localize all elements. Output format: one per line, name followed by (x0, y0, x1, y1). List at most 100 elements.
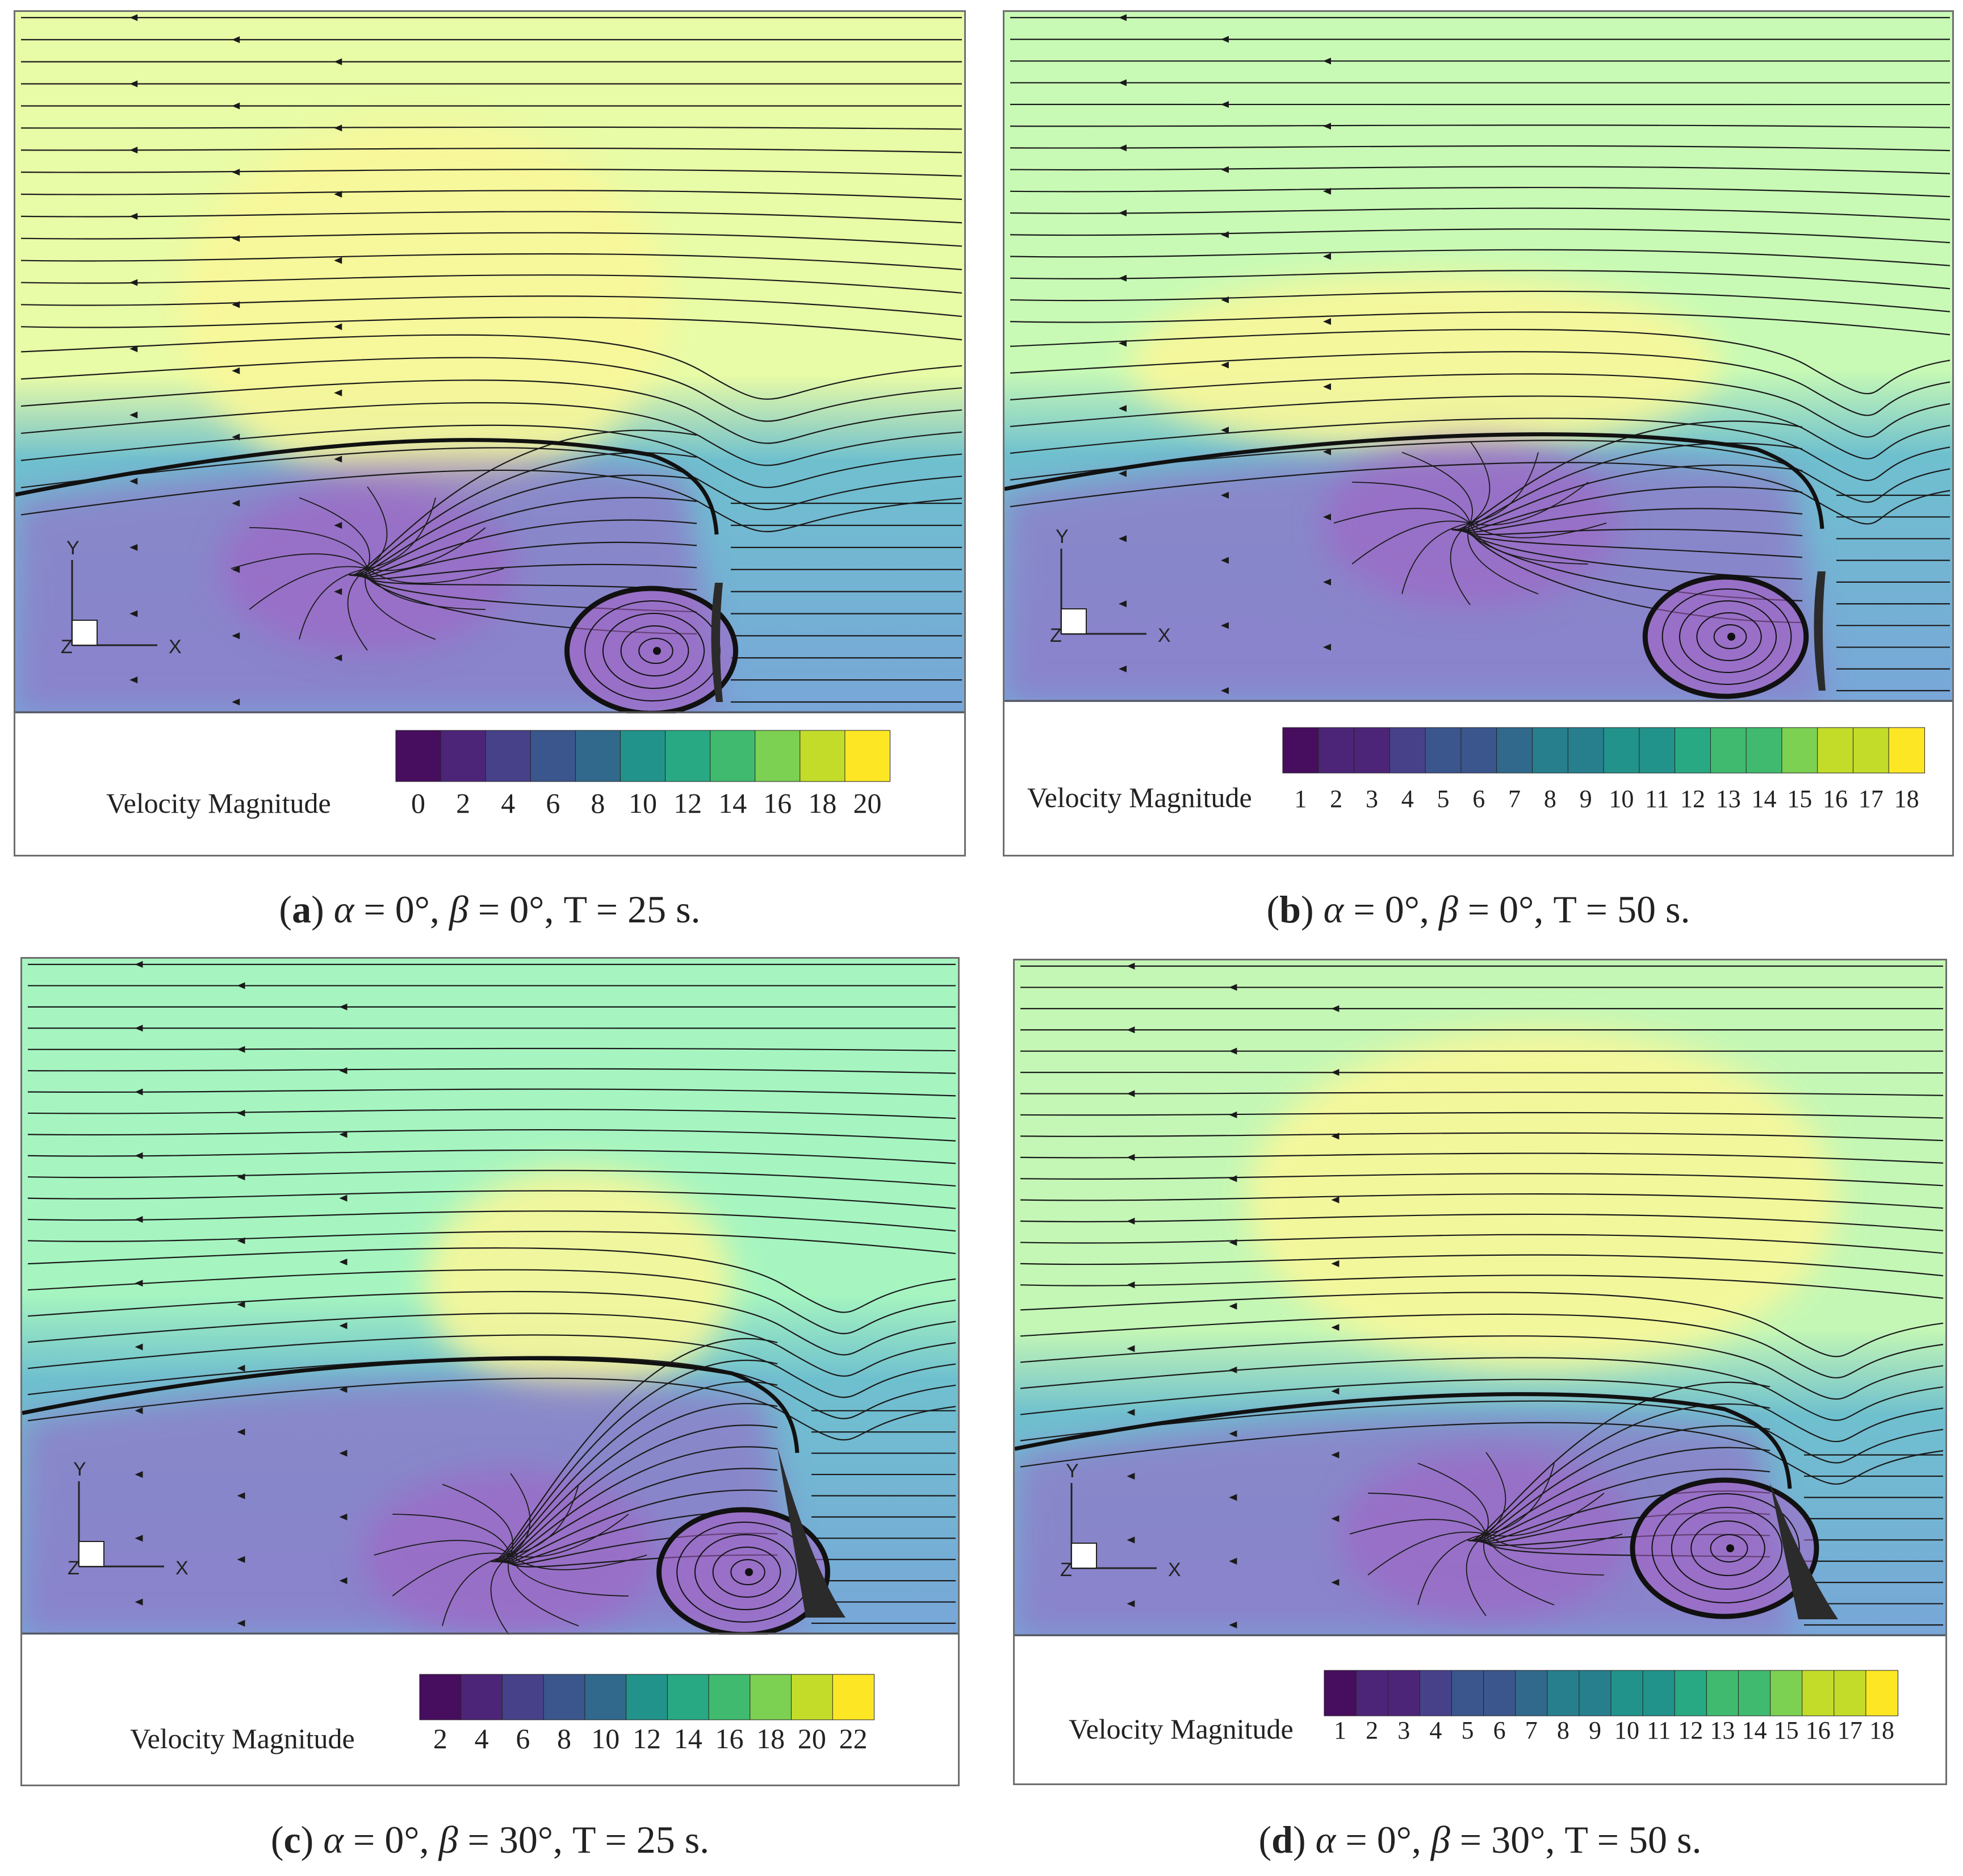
swirl-streamline (1333, 508, 1471, 524)
swirl-streamline (1470, 452, 1539, 524)
streamline (501, 1468, 778, 1563)
colorbar-band (1460, 727, 1497, 774)
colorbar-tick-label: 8 (1544, 785, 1556, 813)
swirl-streamline (1401, 523, 1471, 594)
streamline (1010, 328, 1951, 395)
panel-c: X Y Z Velocity Magnitude 2 4 6 8 10 12 14 16 18 20 22 (20, 957, 960, 1786)
streamline (1020, 1422, 1944, 1485)
flow-arrow (232, 699, 240, 705)
colorbar-band (575, 730, 621, 782)
flow-arrow (135, 1280, 143, 1287)
colorbar-tick-label: 10 (591, 1723, 620, 1754)
colorbar-band (461, 1674, 503, 1720)
colorbar-tick-label: 10 (629, 787, 657, 819)
streamline (20, 379, 962, 444)
flow-arrow (334, 456, 342, 463)
swirl-streamline (1485, 1534, 1604, 1576)
flow-arrow (237, 1556, 245, 1563)
flow-arrow (1331, 1324, 1340, 1331)
flow-arrow (339, 1577, 348, 1585)
caption-b: (b) α = 0°, β = 0°, T = 50 s. (1266, 888, 1690, 931)
flow-arrow (129, 147, 138, 154)
alpha-value: 0° (1376, 1818, 1412, 1861)
streamline (1475, 1468, 1771, 1543)
colorbar-band (1710, 727, 1747, 774)
flow-arrow (232, 102, 240, 110)
colorbar-tick-label: 20 (798, 1723, 826, 1754)
streamline (20, 253, 962, 270)
flow-arrow (1331, 1133, 1340, 1140)
colorbar-band (1781, 727, 1818, 774)
colorbar-band (1642, 1670, 1676, 1716)
streamline (27, 1109, 956, 1119)
flow-arrow (1229, 1366, 1237, 1373)
flow-arrow (1127, 1536, 1135, 1544)
flow-arrow (334, 257, 342, 264)
colorbar-legend: Velocity Magnitude 2 4 6 8 10 12 14 16 18 20 22 (22, 1635, 958, 1799)
streamline (27, 1247, 956, 1313)
flow-arrow (237, 1364, 245, 1372)
streamline (1010, 228, 1951, 244)
flow-arrow (135, 1152, 143, 1159)
swirl-streamline (442, 1555, 511, 1626)
swirl-streamline (1417, 1463, 1489, 1535)
colorbar-tick-label: 4 (1401, 785, 1414, 813)
streamline (20, 211, 962, 224)
flow-arrow (1331, 1069, 1340, 1076)
swirl-streamline (510, 1514, 629, 1558)
flow-arrow (334, 58, 342, 65)
flow-arrow (1221, 166, 1229, 173)
colorbar-band (1389, 727, 1426, 774)
flow-arrow (339, 1194, 348, 1202)
swirl-streamline (367, 568, 504, 584)
colorbar-tick-label: 14 (1752, 785, 1777, 813)
flow-arrow (1127, 1473, 1135, 1480)
colorbar-band (440, 730, 487, 782)
flow-arrow (1127, 1600, 1135, 1607)
streamline (20, 232, 962, 247)
colorbar-tick-label: 10 (1614, 1716, 1639, 1744)
flow-arrow (1229, 1430, 1237, 1438)
axis-label-x: X (175, 1557, 189, 1579)
colorbar-legend: Velocity Magnitude 1 2 3 4 5 6 7 8 9 10 11 12 13 14 15 1… (1015, 1636, 1945, 1801)
colorbar-tick-label: 13 (1710, 1716, 1735, 1744)
swirl-streamline (367, 568, 485, 610)
flow-arrow (1331, 1388, 1340, 1395)
swirl-streamline (1470, 523, 1588, 565)
swirl-streamline (508, 1555, 579, 1627)
recirculation-vortex (1630, 1477, 1819, 1619)
colorbar-tick-label: 14 (674, 1723, 702, 1754)
streamline (1020, 1112, 1944, 1119)
colorbar-band (755, 730, 801, 782)
colorbar-band (1531, 727, 1569, 774)
colorbar-band (844, 730, 890, 782)
streamline (503, 1489, 778, 1564)
streamline (27, 1313, 956, 1377)
flow-arrow (135, 1598, 143, 1606)
shear-layer (22, 1356, 800, 1453)
streamline (27, 1290, 956, 1356)
swirl-streamline (249, 566, 368, 610)
colorbar-tick-label: 4 (1429, 1716, 1442, 1744)
colorbar-tick-label: 11 (1647, 1716, 1671, 1744)
flow-arrow (1331, 1005, 1340, 1012)
colorbar-tick-label: 10 (1609, 785, 1634, 813)
flow-arrow (339, 1386, 348, 1393)
flow-arrow (1229, 1111, 1237, 1118)
panel-b: X Y Z Velocity Magnitude 1 2 3 4 5 6 7 8 9 10 11 12 13 14… (1003, 10, 1954, 856)
axis-triad: X Y Z (1060, 1460, 1181, 1581)
flow-arrow (1331, 1451, 1340, 1459)
streamlines (27, 961, 956, 1627)
colorbar-band (667, 1674, 710, 1720)
flow-arrow (339, 1513, 348, 1520)
colorbar-band (1675, 727, 1711, 774)
colorbar-tick-label: 22 (839, 1723, 868, 1754)
low-velocity-core (363, 1470, 658, 1635)
flow-arrow (1127, 1154, 1135, 1161)
streamline (1020, 1378, 1944, 1443)
flow-arrow (1331, 1515, 1340, 1522)
colorbar-band (1770, 1670, 1803, 1716)
flow-arrow (334, 323, 342, 331)
flow-arrow (232, 566, 240, 573)
axis-label-z: Z (1050, 625, 1062, 646)
